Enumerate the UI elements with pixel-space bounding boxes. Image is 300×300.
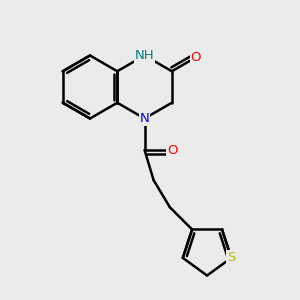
Text: NH: NH [135, 49, 155, 62]
Text: O: O [167, 143, 178, 157]
Text: S: S [227, 251, 236, 264]
Text: N: N [140, 112, 149, 125]
Text: O: O [190, 51, 201, 64]
